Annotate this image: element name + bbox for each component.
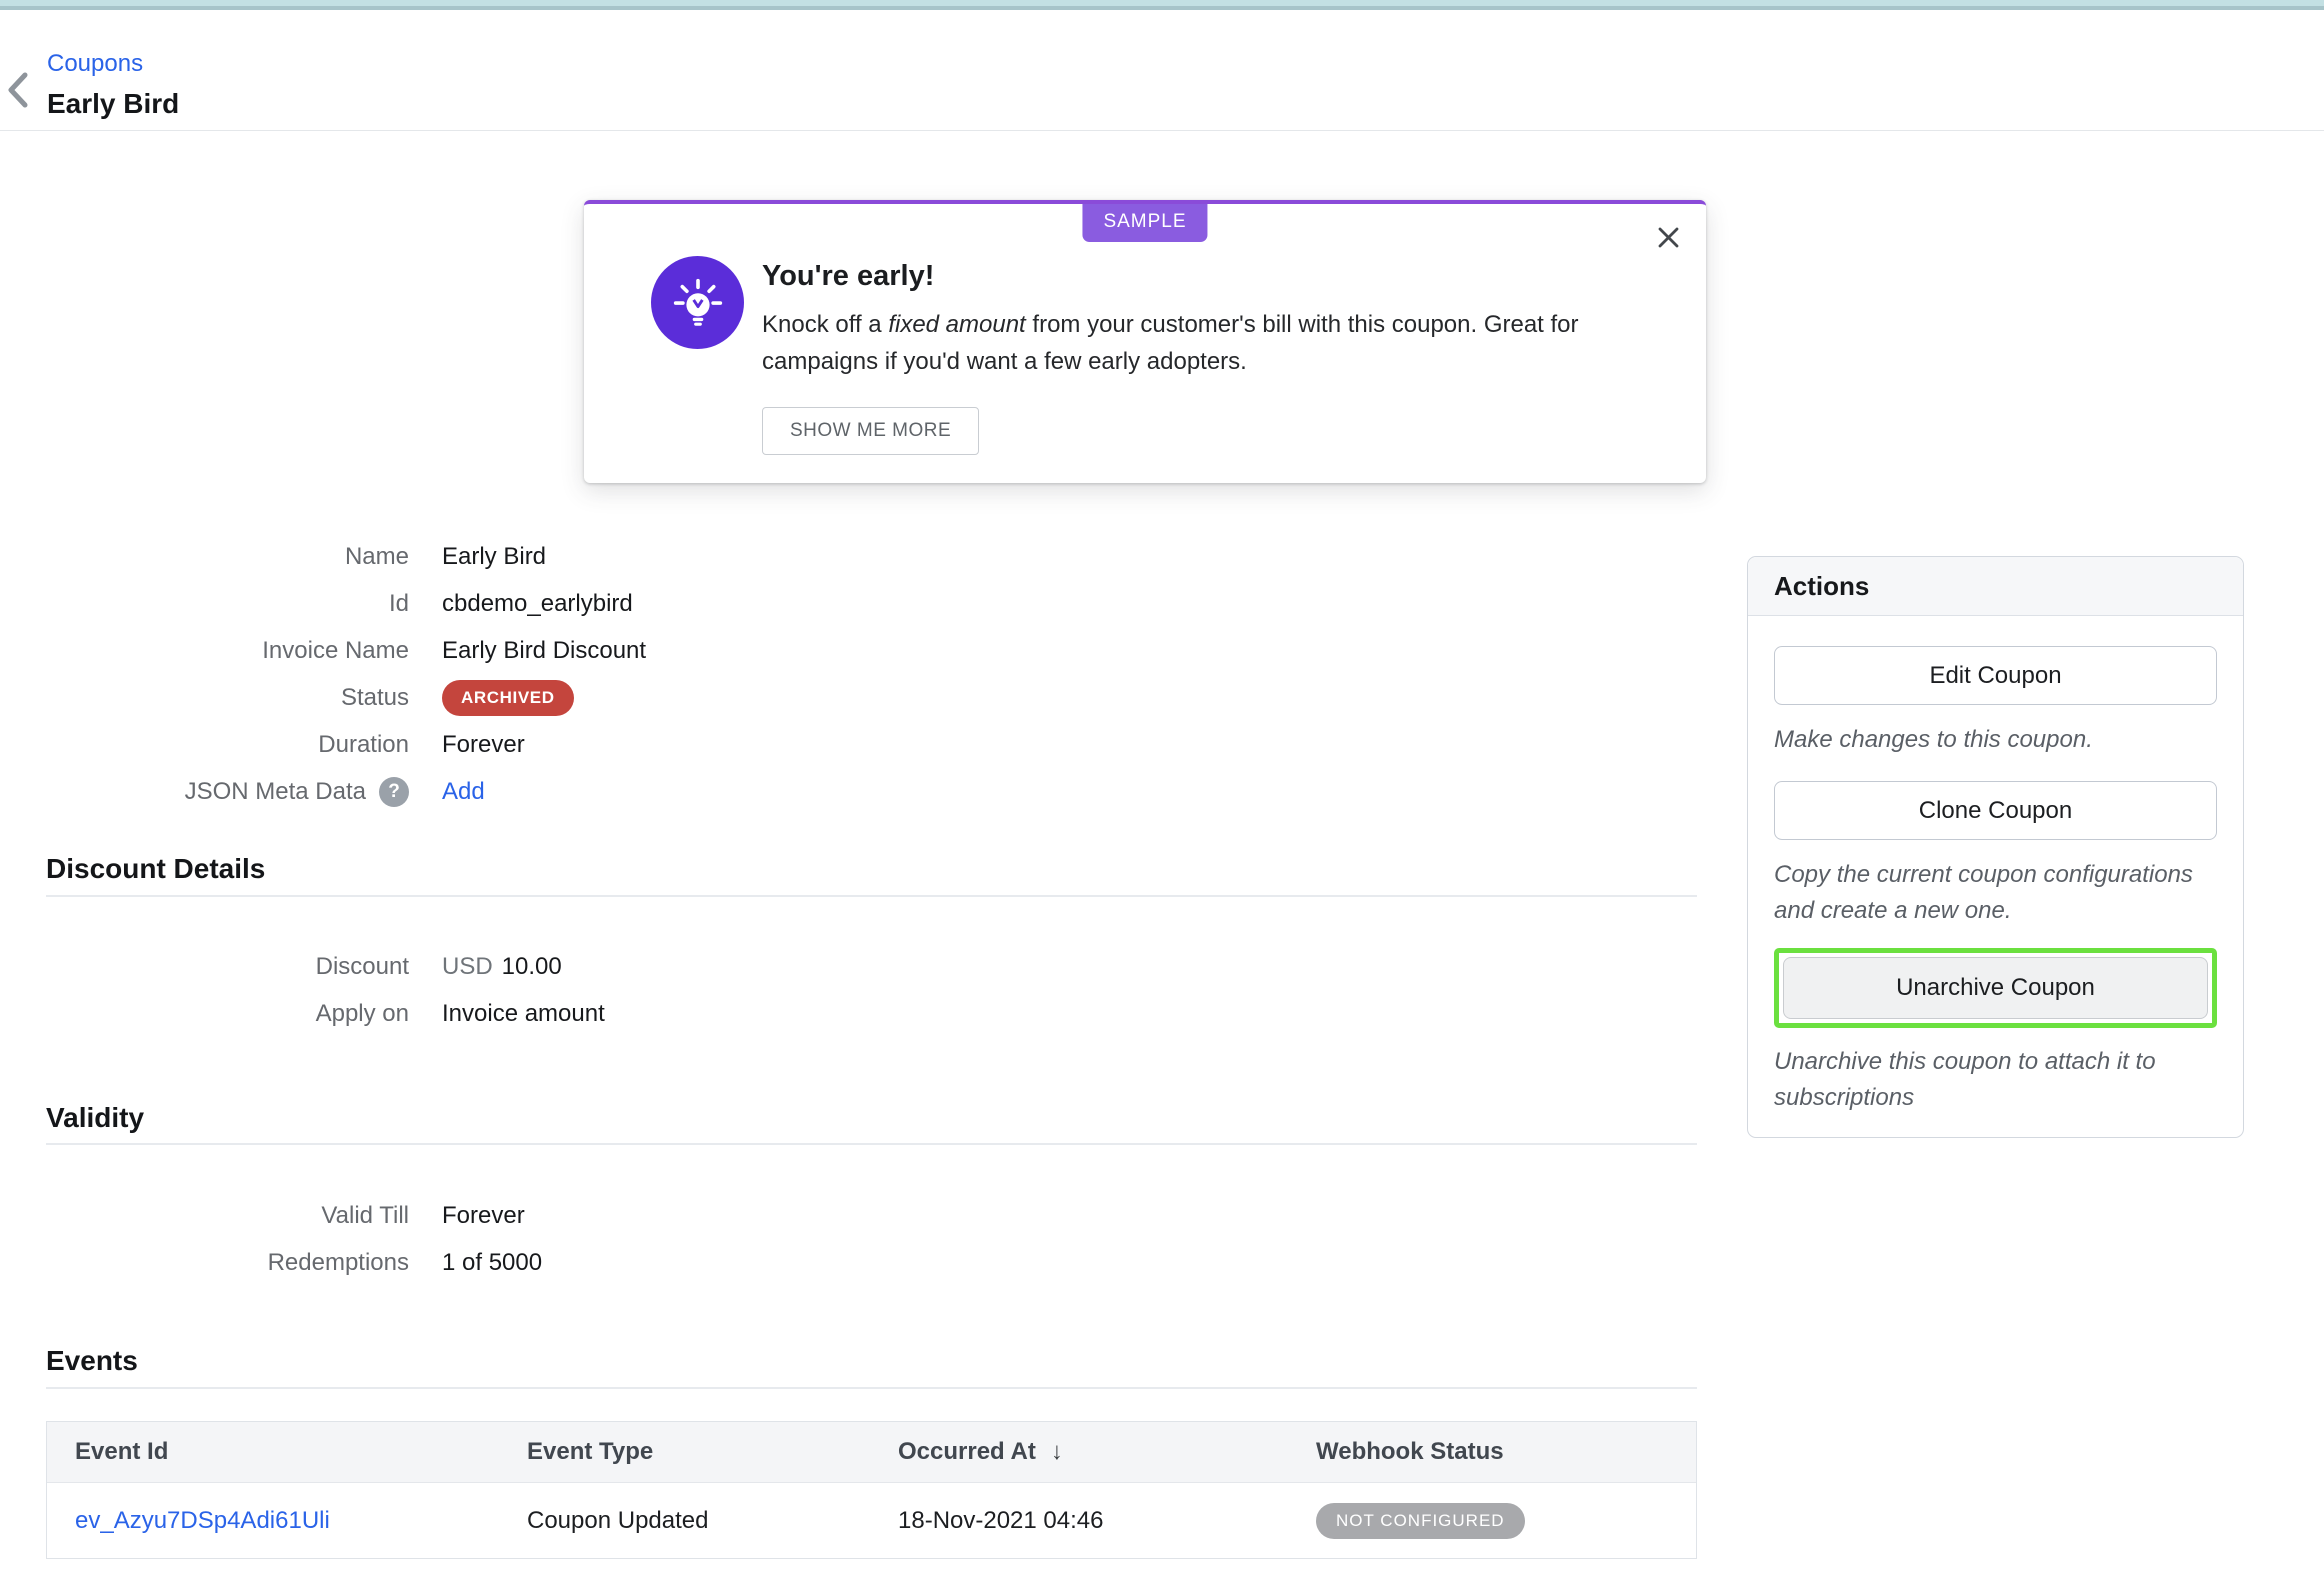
edit-coupon-description: Make changes to this coupon. — [1774, 726, 2093, 753]
validity-rows: Valid Till Forever Redemptions 1 of 5000 — [0, 1192, 1200, 1286]
coupon-detail-fields: Name Early Bird Id cbdemo_earlybird Invo… — [0, 533, 1200, 815]
sample-card-body: Knock off a fixed amount from your custo… — [762, 311, 1579, 375]
field-label: Status — [340, 683, 409, 711]
field-label: Duration — [318, 730, 409, 758]
field-label: Discount — [315, 952, 409, 980]
lightbulb-icon — [651, 256, 744, 349]
divider — [46, 1387, 1697, 1389]
events-table-header: Event Id Event Type Occurred At ↓ Webhook… — [47, 1422, 1696, 1482]
unarchive-coupon-description: Unarchive this coupon to attach it to su… — [1774, 1048, 2156, 1111]
body-italic: fixed amount — [888, 311, 1026, 338]
column-header-occurred-at[interactable]: Occurred At ↓ — [898, 1438, 1063, 1465]
event-type-cell: Coupon Updated — [527, 1506, 709, 1534]
help-icon[interactable]: ? — [379, 776, 409, 807]
field-label: Invoice Name — [262, 636, 409, 664]
field-label: Name — [344, 542, 409, 570]
field-value: 1 of 5000 — [442, 1248, 543, 1276]
field-label: JSON Meta Data — [184, 777, 366, 805]
field-value: cbdemo_earlybird — [442, 589, 633, 617]
sample-badge: SAMPLE — [1082, 204, 1208, 242]
field-row-name: Name Early Bird — [0, 533, 1200, 580]
close-icon[interactable] — [1657, 226, 1680, 254]
field-label: Id — [388, 589, 409, 617]
table-row: ev_Azyu7DSp4Adi61Uli Coupon Updated 18-N… — [47, 1482, 1696, 1558]
field-row-json-meta-data: JSON Meta Data? Add — [0, 768, 1200, 815]
field-row-invoice-name: Invoice Name Early Bird Discount — [0, 627, 1200, 674]
back-chevron-icon[interactable] — [5, 71, 31, 114]
sample-card: SAMPLE You're early! Knock off a fixed a… — [584, 200, 1706, 483]
actions-panel-title: Actions — [1748, 557, 2243, 616]
field-row-valid-till: Valid Till Forever — [0, 1192, 1200, 1239]
field-value: Early Bird — [442, 542, 547, 570]
field-row-redemptions: Redemptions 1 of 5000 — [0, 1239, 1200, 1286]
event-id-link[interactable]: ev_Azyu7DSp4Adi61Uli — [75, 1506, 330, 1534]
field-label: Apply on — [315, 999, 409, 1027]
column-header-event-id: Event Id — [75, 1438, 169, 1465]
field-value: Forever — [442, 1201, 525, 1229]
unarchive-coupon-button[interactable]: Unarchive Coupon — [1783, 957, 2208, 1019]
field-row-duration: Duration Forever — [0, 721, 1200, 768]
show-me-more-button[interactable]: SHOW ME MORE — [762, 407, 980, 455]
edit-coupon-button[interactable]: Edit Coupon — [1774, 646, 2217, 705]
clone-coupon-button[interactable]: Clone Coupon — [1774, 781, 2217, 840]
discount-details-rows: Discount USD 10.00 Apply on Invoice amoun… — [0, 943, 1200, 1037]
field-value: Invoice amount — [442, 999, 605, 1027]
breadcrumb-coupons-link[interactable]: Coupons — [47, 50, 144, 77]
events-heading: Events — [46, 1345, 138, 1376]
events-table: Event Id Event Type Occurred At ↓ Webhook… — [46, 1421, 1697, 1559]
clone-coupon-description: Copy the current coupon configurations a… — [1774, 861, 2193, 924]
field-value: Early Bird Discount — [442, 636, 647, 664]
field-row-discount: Discount USD 10.00 — [0, 943, 1200, 990]
status-badge: ARCHIVED — [442, 679, 574, 716]
discount-details-heading: Discount Details — [46, 853, 266, 884]
sort-descending-icon[interactable]: ↓ — [1050, 1438, 1063, 1465]
occurred-at-cell: 18-Nov-2021 04:46 — [898, 1506, 1104, 1534]
field-value: 10.00 — [501, 952, 562, 980]
add-meta-data-link[interactable]: Add — [442, 777, 485, 805]
page-title: Early Bird — [47, 88, 180, 119]
field-row-id: Id cbdemo_earlybird — [0, 580, 1200, 627]
sample-card-title: You're early! — [762, 260, 935, 292]
column-header-webhook-status: Webhook Status — [1316, 1438, 1504, 1465]
webhook-status-badge: NOT CONFIGURED — [1316, 1502, 1525, 1539]
field-row-status: Status ARCHIVED — [0, 674, 1200, 721]
field-label: Valid Till — [321, 1201, 409, 1229]
validity-heading: Validity — [46, 1102, 145, 1133]
currency-code: USD — [442, 952, 493, 980]
column-header-event-type: Event Type — [527, 1438, 654, 1465]
window-top-strip — [0, 0, 2324, 10]
divider — [46, 895, 1697, 897]
field-row-apply-on: Apply on Invoice amount — [0, 990, 1200, 1037]
field-label: Redemptions — [267, 1248, 409, 1276]
divider — [46, 1143, 1697, 1145]
actions-panel: Actions Edit Coupon Make changes to this… — [1747, 556, 2244, 1138]
field-value: Forever — [442, 730, 525, 758]
page-header: Coupons Early Bird — [0, 14, 2324, 131]
unarchive-highlight-box: Unarchive Coupon — [1774, 948, 2217, 1028]
